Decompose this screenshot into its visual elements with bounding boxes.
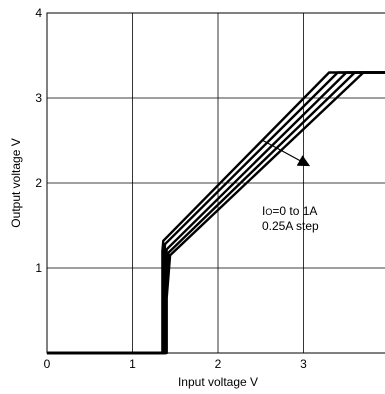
grid	[46, 12, 385, 354]
annotation-arrow	[261, 139, 311, 167]
annotation-line-1: IO=0 to 1A	[262, 204, 317, 218]
x-tick-label: 1	[129, 357, 136, 371]
y-tick-label: 3	[35, 91, 42, 105]
series-line-4	[47, 71, 385, 355]
y-tick-label: 2	[35, 176, 42, 190]
x-tick-label: 0	[44, 357, 51, 371]
y-tick-label: 4	[35, 6, 42, 20]
x-axis-label: Input voltage V	[178, 375, 258, 389]
tick-labels: 012341234	[35, 6, 307, 371]
y-axis-label: Output voltage V	[9, 138, 23, 227]
x-tick-label: 3	[300, 357, 307, 371]
series-group	[47, 71, 385, 355]
x-tick-label: 2	[215, 357, 222, 371]
y-tick-label: 1	[35, 261, 42, 275]
annotation-line-2: 0.25A step	[262, 219, 319, 233]
